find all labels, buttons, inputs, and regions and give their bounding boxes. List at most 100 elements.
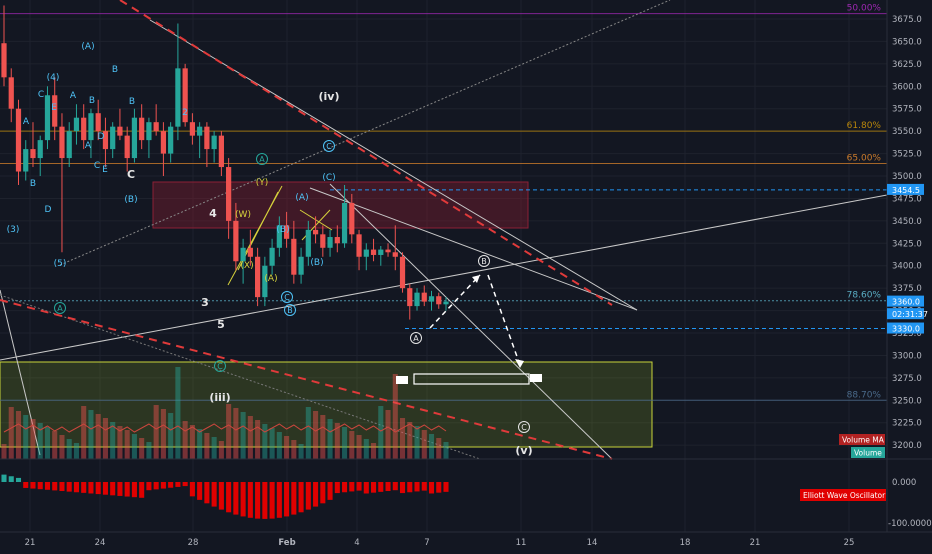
price-badge[interactable] — [887, 183, 924, 195]
price-badge-text: 02:31:37 — [892, 310, 928, 319]
wave-label: (B) — [276, 225, 289, 235]
candle-body — [334, 237, 340, 244]
candle-body — [414, 292, 420, 307]
price-axis-tick: 3450.0 — [892, 217, 922, 227]
trend-line — [0, 194, 888, 361]
wave-label: B — [89, 96, 95, 106]
volume-bar — [131, 434, 137, 459]
candle-body — [399, 256, 406, 289]
trend-line — [309, 187, 638, 311]
time-axis: 21 24 28 Feb 4 7 11 14 18 21 25 — [0, 531, 932, 548]
volume-bar — [8, 407, 14, 459]
candle-body — [52, 95, 58, 127]
wave-circle-label-ring — [323, 140, 335, 152]
price-axis-tick: 3500.0 — [892, 172, 922, 182]
candle-body — [37, 140, 43, 159]
price-axis-tick: 3400.0 — [892, 262, 922, 272]
volume-bar — [175, 367, 181, 459]
oscillator-bar — [37, 482, 43, 490]
wave-label: (5) — [54, 259, 67, 269]
oscillator-bar — [334, 482, 340, 494]
candle-body — [59, 126, 65, 159]
wave-label: (A) — [264, 274, 277, 284]
indicator-label-box[interactable] — [851, 447, 885, 458]
wave-label: 2 — [182, 108, 188, 118]
wave-circle-label-ring — [256, 153, 268, 165]
candle-body — [428, 296, 435, 302]
volume-bar — [226, 404, 232, 459]
oscillator-bar — [240, 482, 246, 517]
volume-bar — [327, 419, 333, 459]
wave-label: (A) — [81, 42, 94, 52]
candle-body — [320, 234, 326, 248]
candle-body — [233, 220, 239, 262]
wave-circle-label-ring — [281, 291, 293, 303]
indicator-label-box[interactable] — [839, 434, 885, 445]
wave-label: (W) — [235, 210, 251, 220]
candle-body — [262, 265, 268, 298]
volume-bar — [1, 444, 7, 459]
oscillator-bar — [73, 482, 79, 493]
wave-circle-label-ring — [54, 302, 66, 314]
volume-bar — [399, 418, 406, 459]
oscillator-bar — [327, 482, 333, 500]
wave-label: C — [94, 161, 100, 171]
time-axis-tick: 28 — [188, 538, 199, 548]
oscillator-bar — [30, 482, 36, 489]
volume-bar — [407, 422, 413, 459]
oscillator-bar — [124, 482, 130, 497]
wave-label: (B) — [310, 258, 323, 268]
wave-label: (Y) — [256, 178, 269, 188]
price-axis-tick: 3675.0 — [892, 15, 922, 25]
volume-bar — [378, 406, 384, 459]
volume-bar — [276, 432, 282, 459]
oscillator-bar — [320, 482, 326, 504]
oscillator-bar — [363, 482, 369, 494]
oscillator-pane: 0.000 -100.0000 — [1, 474, 932, 529]
candle-body — [436, 296, 442, 305]
volume-bar — [66, 439, 72, 459]
oscillator-bar — [95, 482, 101, 495]
oscillator-bar — [153, 482, 159, 490]
volume-bar — [342, 427, 348, 459]
volume-bar — [189, 425, 195, 459]
price-badge[interactable] — [887, 308, 924, 320]
wave-circle-label-ring — [410, 332, 422, 344]
wave-label: E — [51, 103, 57, 113]
price-axis-tick: 3525.0 — [892, 150, 922, 160]
oscillator-label-box[interactable] — [800, 489, 886, 501]
oscillator-bar — [23, 482, 29, 488]
candle-body — [146, 122, 152, 141]
oscillator-bar — [81, 482, 87, 493]
volume-bar — [414, 426, 420, 459]
wave-label: A — [23, 117, 30, 127]
price-badge[interactable] — [887, 322, 924, 334]
wave-label: B — [129, 97, 135, 107]
candle-body — [407, 288, 413, 307]
time-axis-tick: 24 — [95, 538, 106, 548]
wave-circle-label: C — [217, 362, 223, 371]
candle-body — [88, 113, 94, 141]
oscillator-bar — [211, 482, 217, 507]
price-badge[interactable] — [887, 295, 924, 307]
candle-body — [378, 249, 384, 255]
volume-bar — [88, 410, 94, 459]
oscillator-bar — [284, 482, 290, 517]
candle-body — [269, 247, 275, 266]
projection-arrowhead — [515, 359, 524, 368]
volume-bar — [73, 443, 79, 459]
volume-bar — [95, 414, 101, 459]
volume-bar — [160, 409, 166, 459]
volume-bar — [291, 440, 297, 459]
wave-label: (iv) — [319, 90, 340, 103]
oscillator-bar — [298, 482, 304, 513]
candle-body — [131, 117, 138, 159]
wave-label: (A) — [295, 193, 308, 203]
volume-bar — [146, 442, 152, 459]
candle-body — [211, 135, 217, 150]
wave-label: (4) — [47, 73, 60, 83]
candle-body — [240, 247, 246, 262]
volume-bar — [37, 423, 43, 459]
